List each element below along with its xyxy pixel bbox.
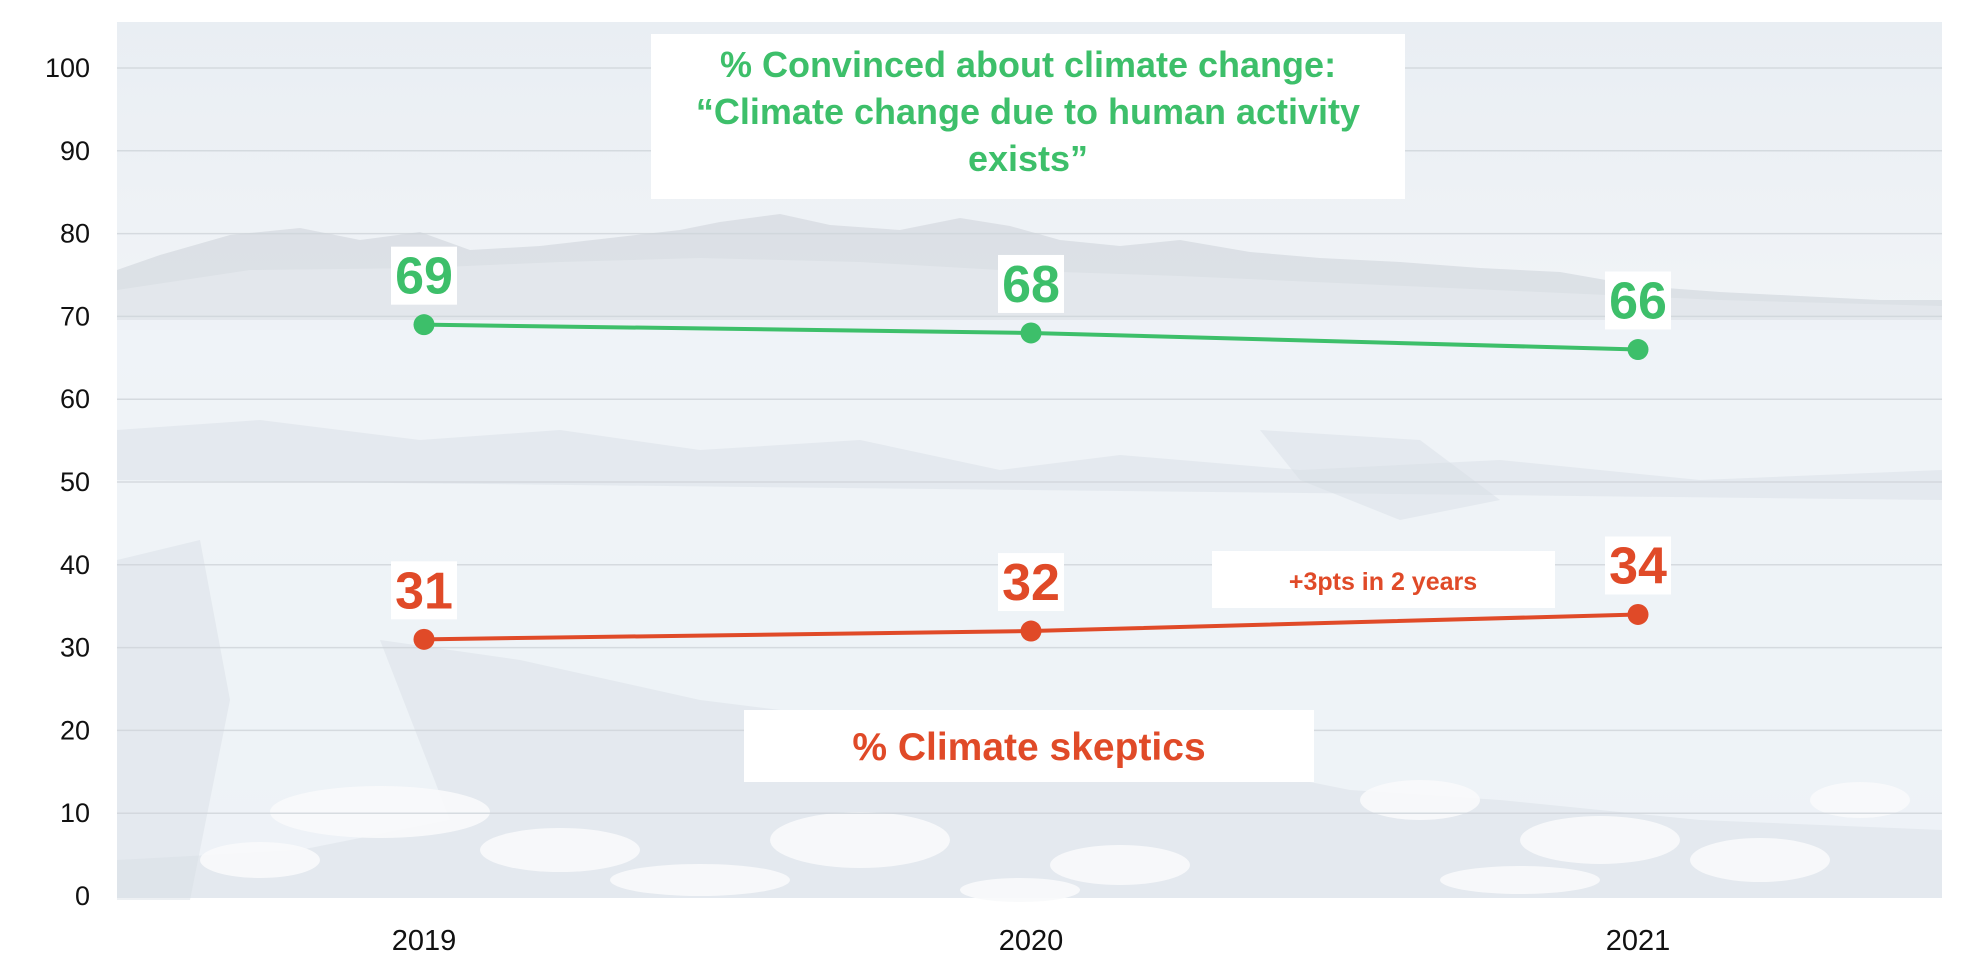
data-label-convinced: 68 <box>1002 256 1060 314</box>
ice-floe <box>1440 866 1600 894</box>
x-tick-label: 2019 <box>392 925 457 957</box>
series-title-line: % Convinced about climate change: <box>720 44 1336 85</box>
data-point-skeptics <box>1020 620 1042 642</box>
water-channel <box>117 540 230 900</box>
ice-floe <box>1690 838 1830 882</box>
data-point-skeptics <box>413 628 435 650</box>
data-point-convinced <box>413 314 435 336</box>
y-tick-label: 30 <box>60 633 90 663</box>
ice-floe <box>960 878 1080 902</box>
water-channel <box>1260 430 1500 520</box>
x-axis: 2019 2020 2021 <box>392 925 1671 957</box>
data-label-box <box>998 553 1064 612</box>
data-label-box <box>1605 536 1671 595</box>
ice-floe <box>480 828 640 872</box>
series-title-convinced: % Convinced about climate change: “Climat… <box>651 34 1405 199</box>
data-label-box <box>391 561 457 620</box>
water-channel <box>117 420 1942 500</box>
y-tick-label: 0 <box>75 881 90 911</box>
data-label-box <box>998 254 1064 313</box>
data-label-convinced: 66 <box>1609 273 1667 331</box>
ice-floe <box>270 786 490 838</box>
data-point-skeptics <box>1627 603 1649 625</box>
series-title-line: “Climate change due to human activity <box>696 91 1360 132</box>
data-label-convinced: 69 <box>395 248 453 306</box>
ice-floe <box>610 864 790 896</box>
data-point-convinced <box>1627 339 1649 361</box>
series-title-line: % Climate skeptics <box>852 726 1205 769</box>
x-tick-label: 2021 <box>1606 925 1671 957</box>
annotation-text: +3pts in 2 years <box>1289 568 1477 596</box>
ice-floe <box>1360 780 1480 820</box>
data-point-convinced <box>1020 322 1042 344</box>
series-title-box <box>651 34 1405 199</box>
y-tick-label: 100 <box>45 53 90 83</box>
y-tick-label: 50 <box>60 467 90 497</box>
ice-floe <box>1520 816 1680 864</box>
series-title-box <box>744 710 1314 782</box>
series-skeptics: 31 32 34 <box>391 536 1671 650</box>
annotation-box <box>1212 551 1555 608</box>
data-label-skeptics: 31 <box>395 562 453 620</box>
y-tick-label: 40 <box>60 550 90 580</box>
ice-floe <box>770 812 950 868</box>
y-tick-label: 80 <box>60 219 90 249</box>
data-label-skeptics: 34 <box>1609 537 1667 595</box>
data-label-skeptics: 32 <box>1002 554 1060 612</box>
ice-floe <box>200 842 320 878</box>
x-tick-label: 2020 <box>999 925 1064 957</box>
y-axis: 0 10 20 30 40 50 60 70 80 90 100 <box>45 53 90 911</box>
y-tick-label: 60 <box>60 384 90 414</box>
y-tick-label: 70 <box>60 301 90 331</box>
data-label-box <box>1605 271 1671 330</box>
series-convinced: 69 68 66 <box>391 246 1671 361</box>
y-tick-label: 20 <box>60 715 90 745</box>
ice-floe <box>1810 782 1910 818</box>
series-title-skeptics: % Climate skeptics <box>744 710 1314 782</box>
series-title-line: exists” <box>968 138 1088 179</box>
y-tick-label: 90 <box>60 136 90 166</box>
annotation: +3pts in 2 years <box>1212 551 1555 608</box>
y-tick-label: 10 <box>60 798 90 828</box>
ice-floe <box>1050 845 1190 885</box>
data-label-box <box>391 246 457 305</box>
